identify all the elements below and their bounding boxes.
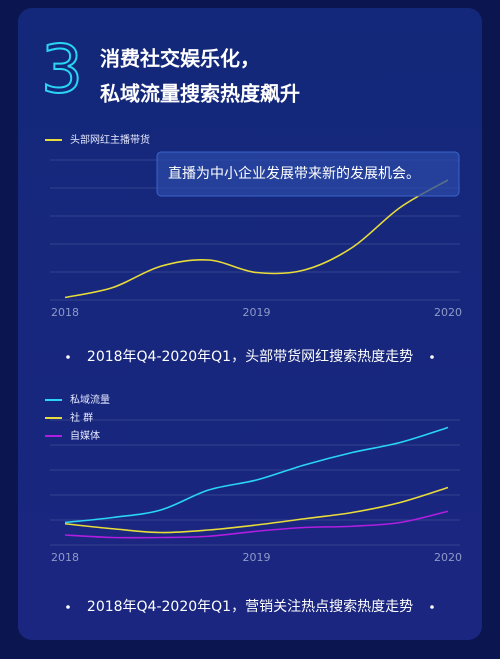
title-line: 私域流量搜索热度飙升 <box>100 82 300 106</box>
series-line <box>64 510 449 539</box>
series-line <box>64 486 449 534</box>
x-tick-label: 2018 <box>51 306 79 319</box>
x-tick-label: 2019 <box>243 306 271 319</box>
legend-label: 自媒体 <box>70 429 100 442</box>
series-line <box>64 426 449 524</box>
legend-label: 头部网红主播带货 <box>70 133 150 146</box>
x-tick-label: 2018 <box>51 551 79 564</box>
legend-label: 私域流量 <box>70 393 110 406</box>
caption: 2018年Q4-2020年Q1，营销关注热点搜索热度走势 <box>87 598 413 615</box>
x-tick-label: 2020 <box>434 306 462 319</box>
caption: 2018年Q4-2020年Q1，头部带货网红搜索热度走势 <box>87 348 413 365</box>
title-line: 消费社交娱乐化， <box>100 47 260 71</box>
x-tick-label: 2019 <box>243 551 271 564</box>
caption-dot <box>430 355 434 359</box>
legend-label: 社 群 <box>70 411 93 424</box>
section-number: 3 <box>41 31 83 108</box>
annotation: 直播为中小企业发展带来新的发展机会。 <box>168 165 420 182</box>
caption-dot <box>430 605 434 609</box>
x-tick-label: 2020 <box>434 551 462 564</box>
annotation-box <box>156 151 460 197</box>
series-line <box>64 179 449 299</box>
caption-dot <box>66 355 70 359</box>
caption-dot <box>66 605 70 609</box>
